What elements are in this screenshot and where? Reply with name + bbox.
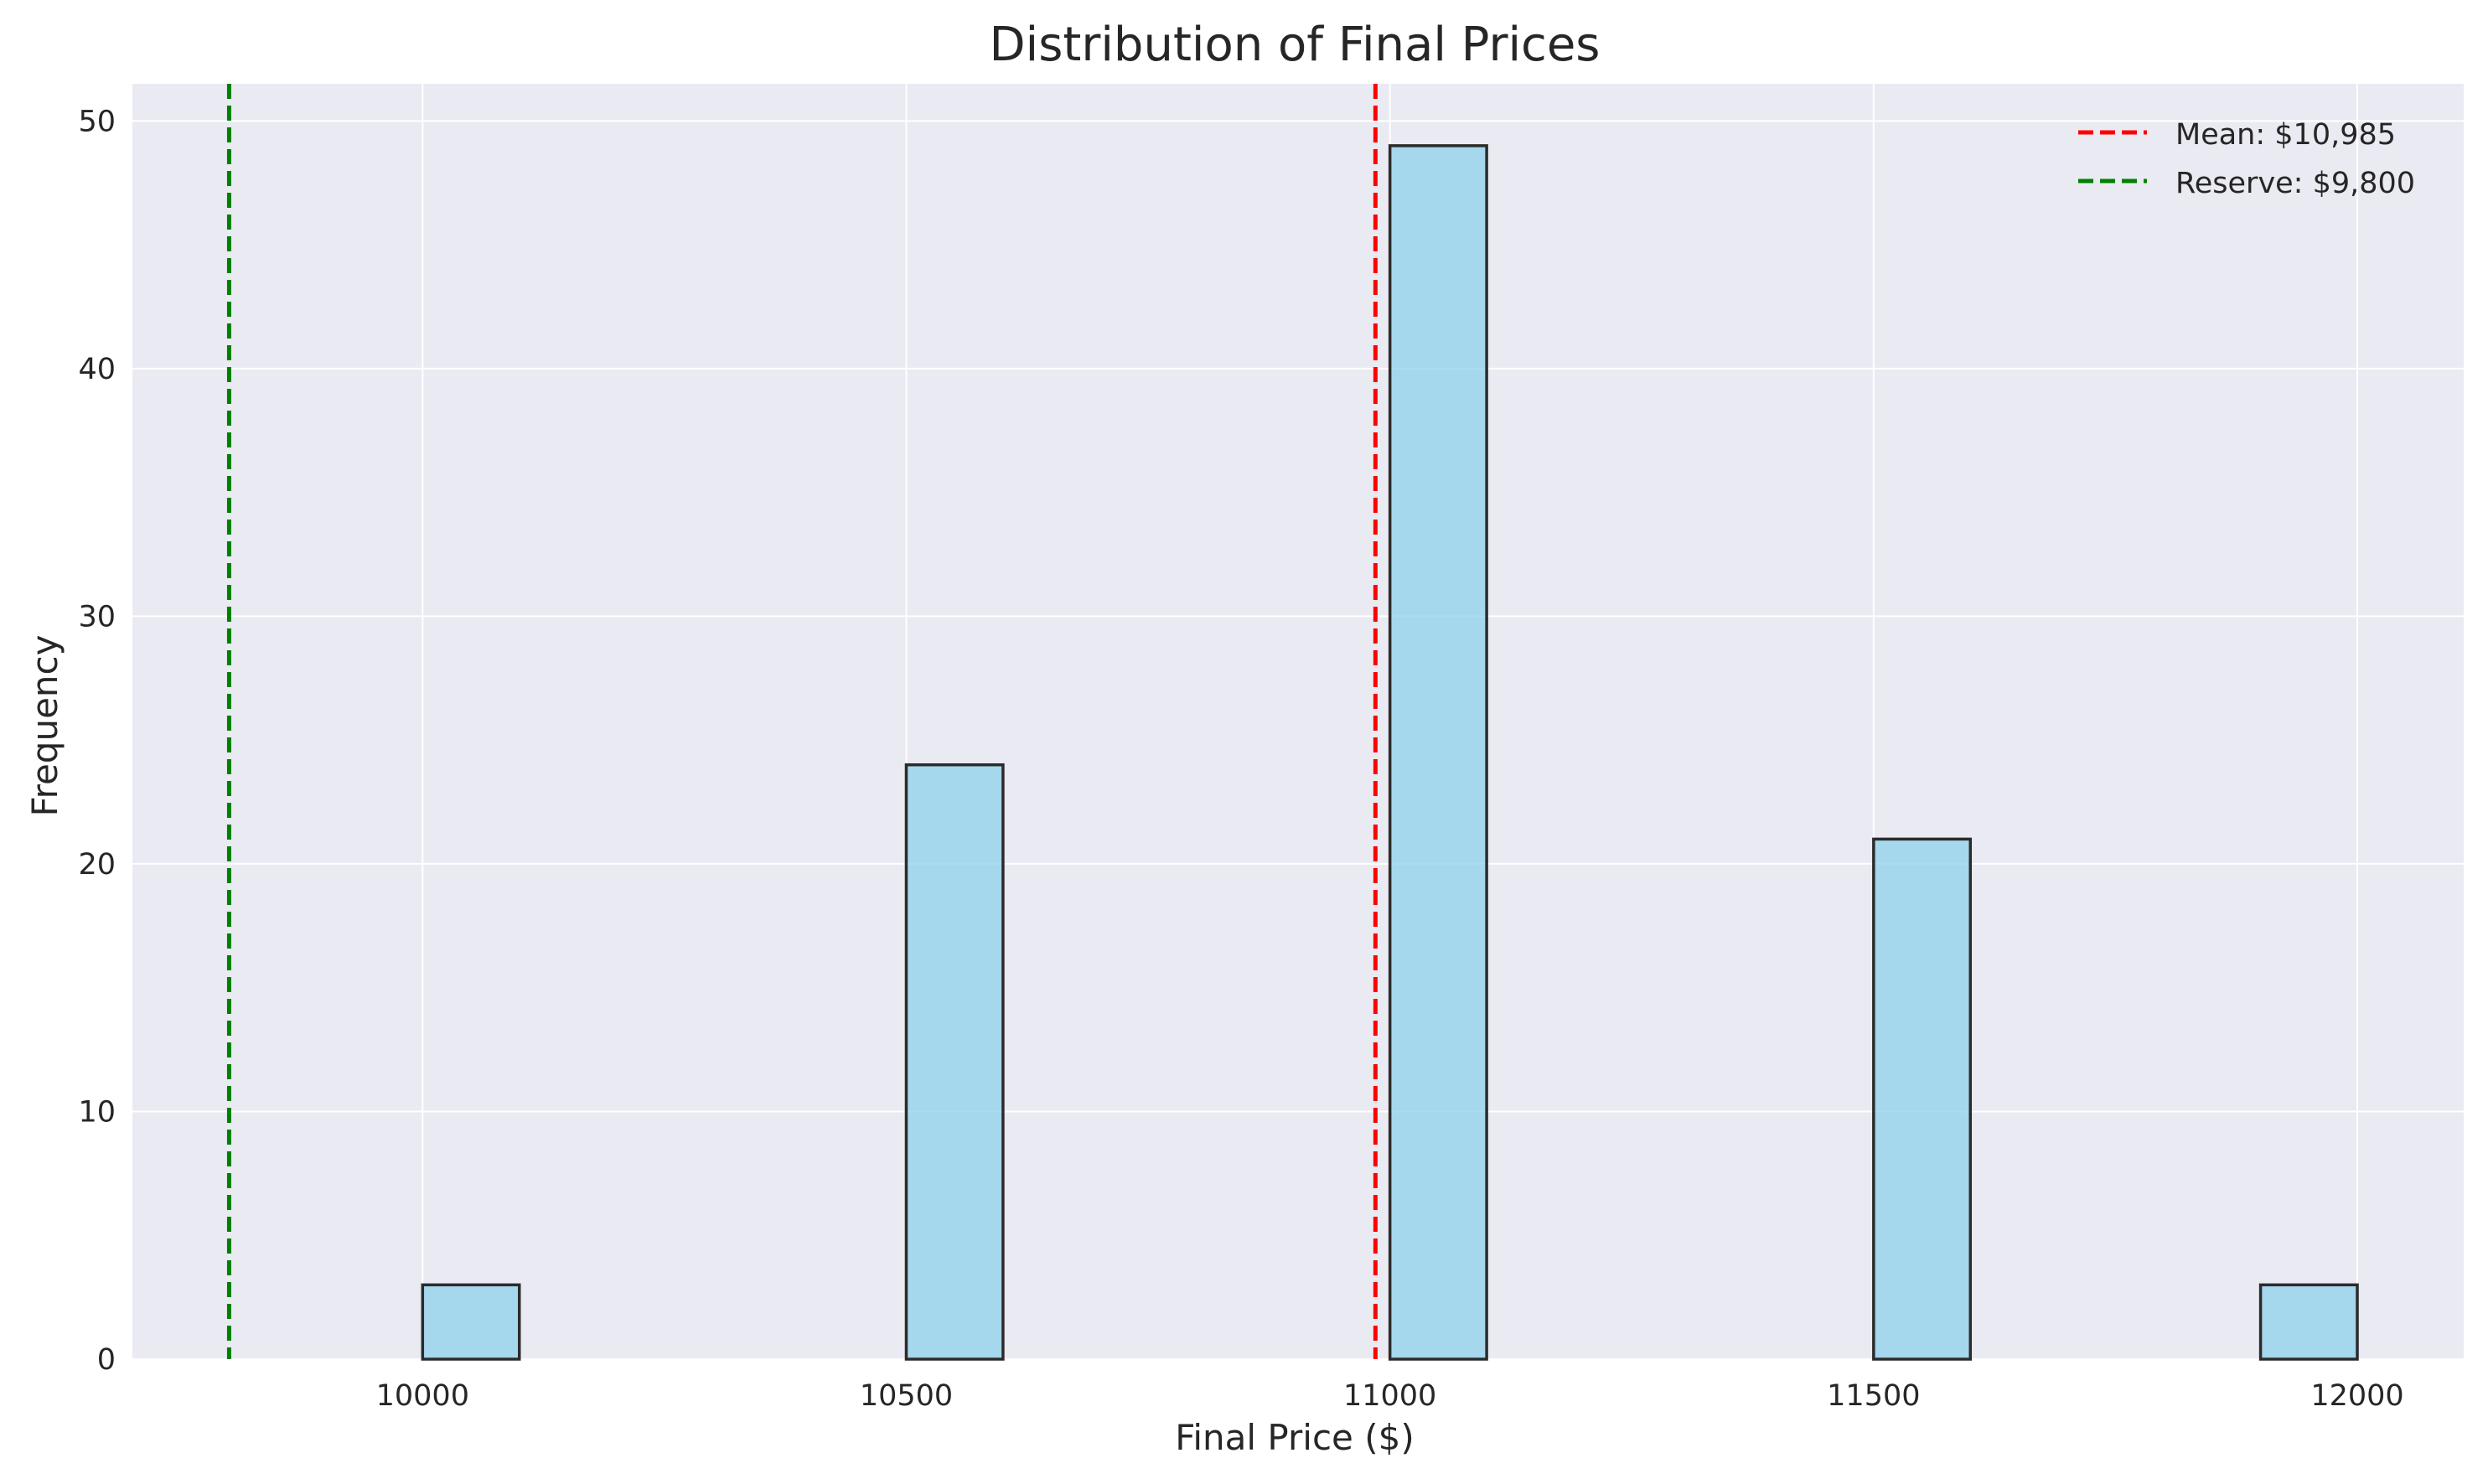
y-tick-labels: 0 10 20 30 40 50 bbox=[78, 105, 116, 1377]
y-tick-label: 30 bbox=[78, 600, 116, 633]
y-tick-label: 20 bbox=[78, 848, 116, 882]
plot-area bbox=[132, 84, 2464, 1359]
bars bbox=[421, 144, 2359, 1361]
reference-lines bbox=[226, 84, 1378, 1359]
x-axis-label: Final Price ($) bbox=[1175, 1417, 1414, 1458]
legend-reserve-label: Reserve: $9,800 bbox=[2175, 167, 2415, 200]
legend-mean-label: Mean: $10,985 bbox=[2175, 118, 2396, 152]
y-tick-label: 40 bbox=[78, 353, 116, 386]
x-tick-label: 10000 bbox=[376, 1379, 469, 1413]
y-tick-label: 0 bbox=[97, 1343, 116, 1377]
x-tick-label: 10500 bbox=[860, 1379, 953, 1413]
x-tick-label: 11500 bbox=[1827, 1379, 1920, 1413]
legend: Mean: $10,985 Reserve: $9,800 bbox=[2078, 118, 2415, 200]
y-axis-label: Frequency bbox=[24, 635, 65, 817]
histogram-bar bbox=[1872, 837, 1973, 1361]
x-tick-labels: 10000 10500 11000 11500 12000 bbox=[376, 1379, 2404, 1413]
x-tick-label: 12000 bbox=[2310, 1379, 2403, 1413]
x-tick-label: 11000 bbox=[1343, 1379, 1436, 1413]
y-tick-label: 50 bbox=[78, 105, 116, 138]
histogram-bar bbox=[904, 763, 1005, 1361]
histogram-bar bbox=[421, 1283, 521, 1361]
histogram-bar bbox=[2258, 1283, 2359, 1361]
histogram-bar bbox=[1388, 144, 1488, 1361]
chart-title: Distribution of Final Prices bbox=[990, 18, 1601, 72]
y-tick-label: 10 bbox=[78, 1095, 116, 1129]
